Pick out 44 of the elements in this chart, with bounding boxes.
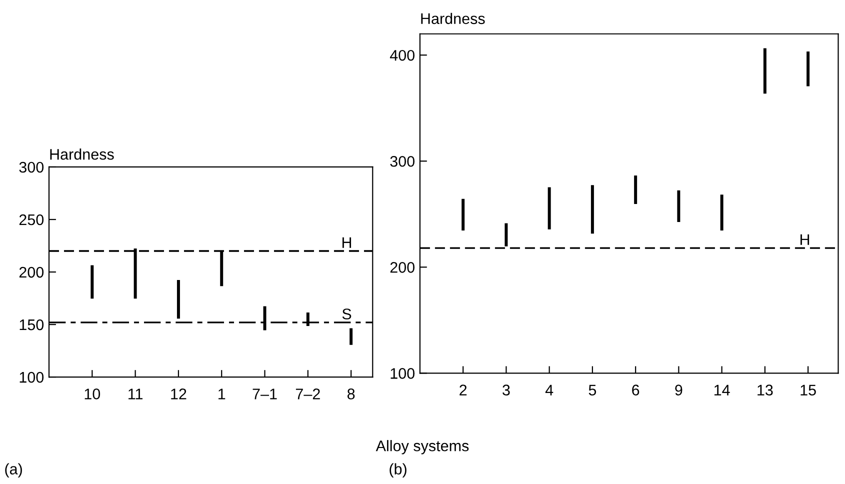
bar <box>548 187 551 230</box>
x-tick-label: 3 <box>502 384 510 396</box>
x-tick-label: 9 <box>675 384 682 396</box>
x-tick-label: 13 <box>758 384 773 396</box>
x-tick-label: 6 <box>632 384 640 396</box>
y-tick-label: 200 <box>390 262 415 273</box>
x-tick-label: 12 <box>171 388 186 400</box>
bar <box>350 328 353 345</box>
bar <box>806 51 810 86</box>
y-axis-title: Hardness <box>421 12 485 24</box>
bar <box>634 176 638 204</box>
y-axis-title: Hardness <box>50 148 114 160</box>
x-tick-label: 5 <box>588 384 596 396</box>
y-tick-label: 200 <box>19 266 44 278</box>
y-tick-label: 400 <box>390 50 415 61</box>
x-tick-label: 2 <box>460 384 467 396</box>
x-tick-label: 7–1 <box>252 388 277 400</box>
y-tick-label: 300 <box>390 156 415 167</box>
ref-line-label: S <box>342 308 352 320</box>
y-tick-label: 100 <box>390 368 415 379</box>
ref-line-label: H <box>342 237 352 248</box>
x-tick-label: 15 <box>800 384 816 396</box>
y-tick-label: 150 <box>20 319 44 330</box>
bar <box>90 265 94 299</box>
bar <box>176 280 180 319</box>
x-tick-label: 14 <box>714 384 730 396</box>
x-tick-label: 10 <box>84 388 100 400</box>
x-tick-label: 7–2 <box>296 388 320 400</box>
y-tick-label: 100 <box>20 372 44 383</box>
bar <box>677 190 680 222</box>
y-tick-label: 300 <box>19 162 44 173</box>
ref-line-label: H <box>800 234 810 245</box>
bar <box>720 194 724 230</box>
bar <box>590 185 594 234</box>
x-tick-label: 8 <box>347 388 355 400</box>
x-tick-label: 4 <box>545 384 554 396</box>
x-tick-label: 1 <box>218 388 226 400</box>
text: (a) <box>5 463 22 478</box>
x-tick-label: 11 <box>128 388 142 400</box>
bar <box>462 198 465 230</box>
x-axis-title: Alloy systems <box>376 440 469 454</box>
text: (b) <box>390 463 406 478</box>
bar <box>763 48 766 94</box>
y-tick-label: 250 <box>19 214 44 226</box>
